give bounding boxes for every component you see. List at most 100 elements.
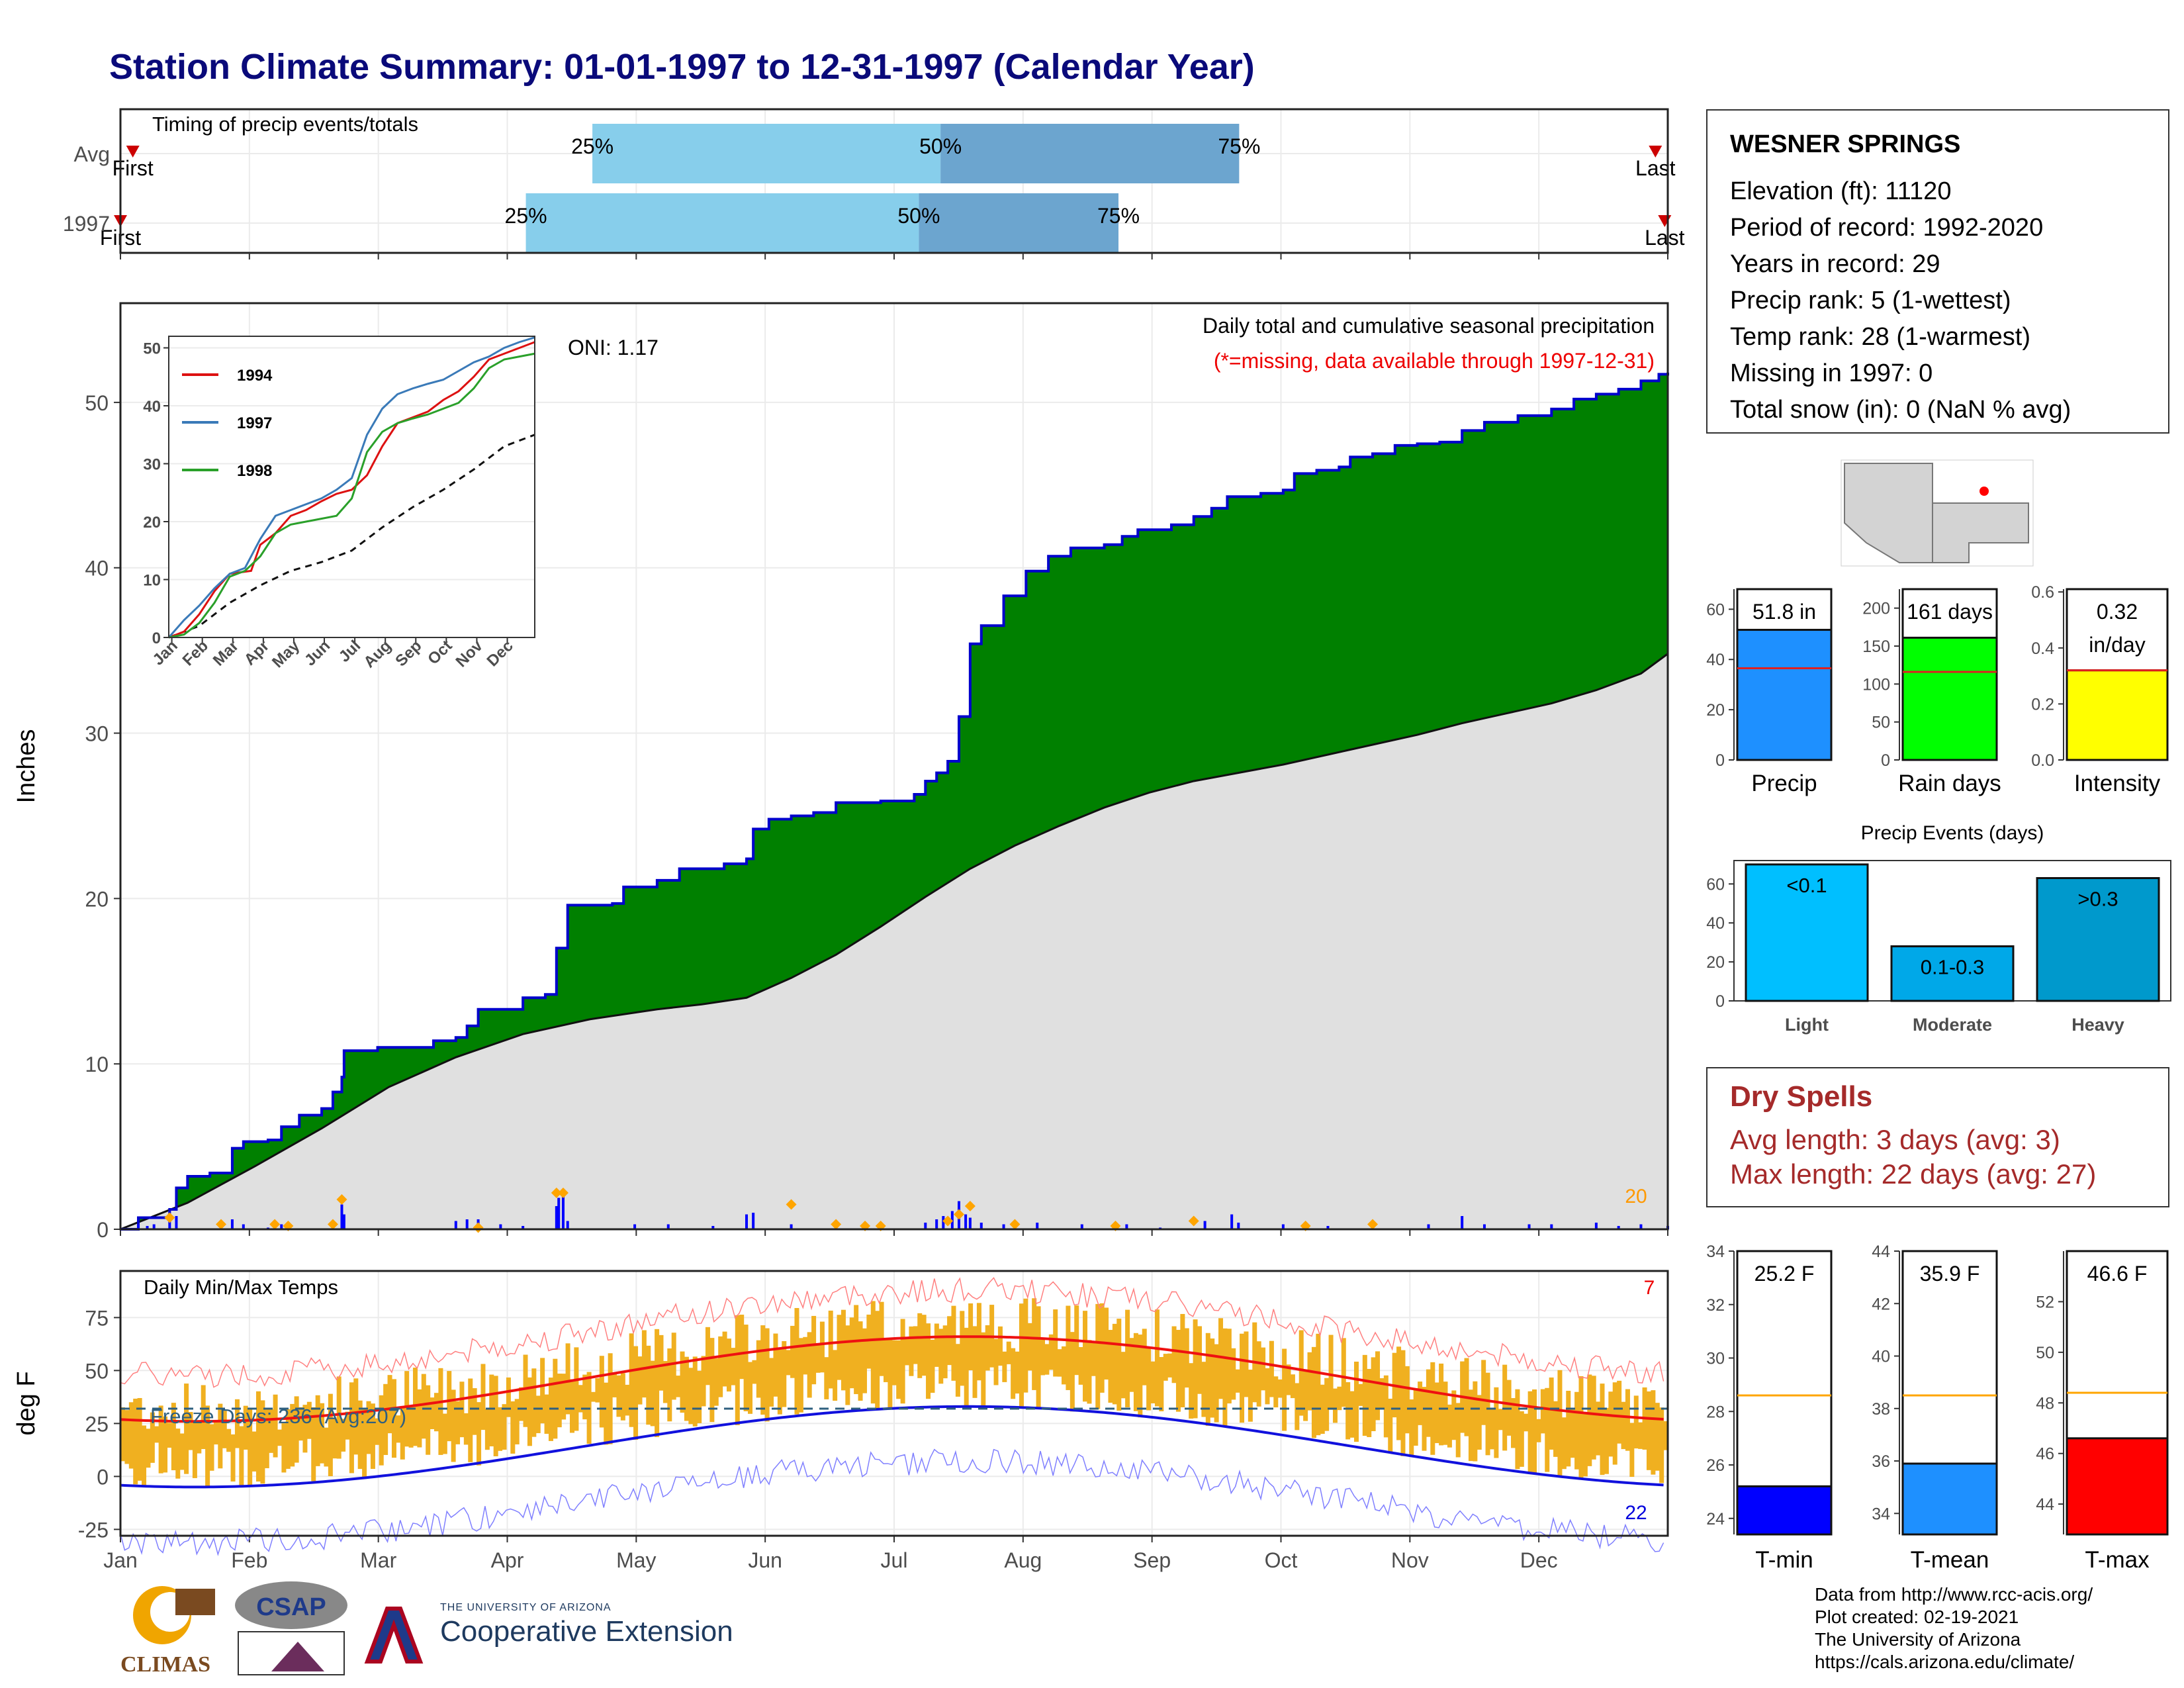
events-ytick-label: 60 <box>1706 875 1725 894</box>
normal-max-line <box>120 1335 1664 1423</box>
daily-temp-bar <box>264 1408 269 1468</box>
daily-precip-bar <box>1527 1224 1531 1229</box>
daily-precip-bar <box>924 1223 927 1229</box>
temp-ytick-label: -25 <box>78 1518 109 1542</box>
daily-temp-bar <box>1231 1348 1236 1400</box>
precip-marker <box>964 1201 976 1212</box>
daily-temp-bar <box>1570 1409 1575 1458</box>
precip-caption: Daily total and cumulative seasonal prec… <box>1203 314 1655 338</box>
daily-temp-bar <box>506 1377 511 1417</box>
precip-marker <box>1367 1219 1379 1230</box>
daily-temp-bar <box>1189 1363 1194 1419</box>
daily-temp-bar <box>1383 1375 1388 1438</box>
dry-spells-title: Dry Spells <box>1730 1080 1873 1113</box>
precip-ytick-label: 40 <box>85 557 109 581</box>
temp-ytick-label: 0 <box>97 1465 109 1489</box>
daily-temp-bar <box>484 1409 490 1450</box>
daily-temp-bar <box>290 1403 295 1467</box>
daily-temp-bar <box>828 1310 833 1389</box>
timing-last-label: Last <box>1635 156 1676 180</box>
station-period: Period of record: 1992-2020 <box>1730 214 2044 242</box>
daily-temp-bar <box>1108 1330 1113 1403</box>
daily-temp-bar <box>1371 1357 1376 1431</box>
timing-bar-25-50 <box>525 193 919 253</box>
timing-p25-label: 25% <box>505 204 547 228</box>
daily-temp-bar <box>722 1331 727 1387</box>
temp-hot-count: 7 <box>1644 1277 1655 1299</box>
daily-temp-bar <box>1032 1298 1037 1390</box>
daily-precip-bar <box>1550 1224 1553 1229</box>
daily-temp-bar <box>794 1307 799 1415</box>
daily-temp-bar <box>1087 1340 1092 1404</box>
daily-temp-bar <box>514 1399 520 1444</box>
stat-bar <box>1901 1462 1998 1536</box>
daily-temp-bar <box>133 1398 138 1485</box>
stat-label: Precip <box>1751 771 1817 796</box>
daily-temp-bar <box>655 1329 660 1437</box>
daily-temp-bar <box>1222 1328 1228 1428</box>
daily-temp-bar <box>1214 1344 1219 1423</box>
daily-temp-bar <box>472 1388 477 1435</box>
daily-temp-bar <box>213 1421 218 1445</box>
daily-temp-bar <box>1057 1349 1062 1377</box>
daily-temp-bar <box>858 1321 863 1401</box>
daily-temp-bar <box>1269 1340 1274 1397</box>
timing-row-label: 1997 <box>63 212 110 236</box>
precip-events-title: Precip Events (days) <box>1861 822 2044 844</box>
daily-temp-bar <box>1396 1346 1402 1440</box>
stat-value-label: 161 days <box>1907 600 1993 624</box>
daily-temp-bar <box>205 1405 210 1488</box>
daily-temp-bar <box>1295 1383 1300 1430</box>
daily-temp-bar <box>192 1421 197 1478</box>
daily-temp-bar <box>972 1326 978 1398</box>
station-location-dot <box>1979 487 1989 496</box>
daily-temp-bar <box>353 1378 359 1455</box>
daily-precip-bar <box>1427 1224 1430 1229</box>
daily-temp-bar <box>396 1415 401 1443</box>
events-category-label: Moderate <box>1913 1015 1992 1035</box>
daily-temp-bar <box>561 1374 567 1420</box>
daily-temp-bar <box>1078 1346 1083 1385</box>
daily-precip-bar <box>942 1216 945 1229</box>
precip-panel-border <box>119 302 1669 1231</box>
daily-temp-bar <box>1083 1311 1088 1402</box>
events-ytick-label: 0 <box>1715 992 1725 1011</box>
stat-label: T-mean <box>1911 1547 1989 1573</box>
precip-ytick-label: 20 <box>85 887 109 911</box>
precip-marker <box>831 1219 842 1230</box>
daily-temp-bar <box>1095 1303 1101 1409</box>
daily-temp-bar <box>1621 1401 1626 1450</box>
daily-temp-bar <box>336 1376 341 1459</box>
daily-precip-bar <box>555 1206 558 1229</box>
daily-temp-bar <box>1540 1389 1545 1434</box>
daily-temp-bar <box>1159 1356 1164 1411</box>
daily-temp-bar <box>1019 1303 1024 1407</box>
daily-temp-bar <box>1439 1363 1444 1446</box>
precip-marker <box>551 1188 562 1199</box>
daily-temp-bar <box>1451 1390 1457 1440</box>
daily-temp-bar <box>1066 1305 1071 1390</box>
daily-temp-bar <box>985 1325 990 1371</box>
daily-temp-bar <box>306 1401 312 1439</box>
daily-temp-bar <box>1494 1387 1499 1458</box>
daily-temp-bar <box>1218 1318 1224 1399</box>
inset-ytick-label: 20 <box>143 514 161 532</box>
stat-ytick-label: 60 <box>1706 600 1725 619</box>
daily-temp-bar <box>841 1309 846 1391</box>
daily-temp-bar <box>646 1345 651 1425</box>
daily-temp-bar <box>782 1340 787 1407</box>
daily-temp-bar <box>981 1332 986 1408</box>
precip-marker <box>216 1219 227 1230</box>
daily-temp-bar <box>1112 1323 1117 1405</box>
daily-temp-bar <box>498 1407 503 1451</box>
page-title: Station Climate Summary: 01-01-1997 to 1… <box>109 47 1255 87</box>
daily-temp-bar <box>1027 1323 1032 1371</box>
daily-temp-bar <box>1175 1329 1181 1412</box>
stat-ytick-label: 200 <box>1862 600 1890 618</box>
daily-temp-bar <box>1557 1370 1563 1477</box>
daily-temp-bar <box>379 1395 384 1466</box>
daily-temp-bar <box>1040 1339 1045 1376</box>
stat-ytick-label: 50 <box>2036 1344 2054 1362</box>
daily-temp-bar <box>680 1351 685 1413</box>
daily-temp-bar <box>650 1360 655 1427</box>
